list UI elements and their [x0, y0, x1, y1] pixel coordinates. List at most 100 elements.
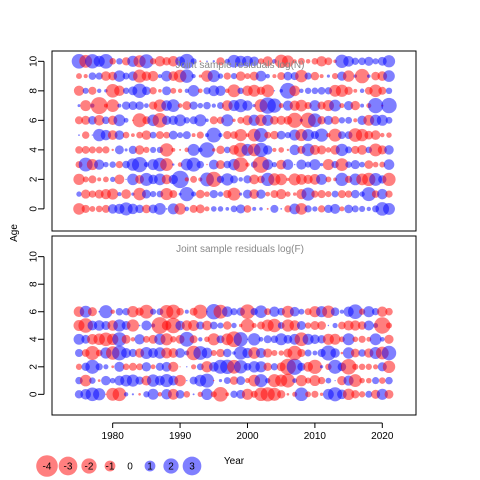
residual-bubble [310, 321, 320, 330]
residual-bubble [252, 206, 257, 211]
residual-bubble [168, 361, 179, 372]
residual-bubble [309, 144, 320, 155]
residual-bubble [248, 84, 261, 97]
residual-bubble [276, 130, 286, 140]
residual-bubble [350, 160, 360, 170]
residual-bubble [196, 131, 204, 139]
residual-bubble [133, 187, 146, 201]
residual-bubble [259, 207, 263, 211]
residual-bubble [240, 318, 255, 333]
residual-bubble [143, 146, 150, 153]
residual-bubble [203, 101, 211, 110]
residual-bubble [311, 57, 319, 65]
residual-bubble [161, 174, 172, 185]
residual-bubble [276, 189, 287, 200]
residual-bubble [289, 144, 300, 156]
residual-bubble [121, 334, 131, 344]
residual-bubble [182, 101, 192, 111]
residual-bubble [136, 363, 144, 371]
residual-bubble [114, 85, 125, 97]
residual-bubble [297, 348, 306, 358]
residual-bubble [301, 187, 315, 201]
residual-bubble [364, 160, 374, 169]
residual-bubble [217, 191, 224, 197]
x-axis: 1980 1990 2000 2010 2020 [102, 422, 394, 442]
residual-bubble [377, 145, 387, 155]
residual-bubble [230, 73, 238, 80]
residual-bubble [379, 377, 386, 384]
residual-bubble [283, 71, 293, 81]
residual-bubble [196, 321, 205, 330]
residual-bubble [335, 158, 349, 171]
residual-bubble [304, 349, 312, 357]
residual-bubble [117, 192, 122, 197]
residual-bubble [277, 390, 286, 399]
residual-bubble [199, 142, 215, 158]
residual-bubble [271, 350, 278, 356]
residual-bubble [85, 345, 100, 361]
residual-bubble [309, 375, 321, 387]
residual-bubble [276, 115, 286, 125]
residual-bubble [263, 348, 273, 358]
residual-bubble [358, 391, 366, 398]
residual-bubble [377, 188, 388, 200]
residual-bubble [187, 143, 200, 156]
residual-bubble [134, 334, 145, 345]
residual-bubble [171, 147, 176, 152]
panel-frame [51, 235, 417, 416]
y-tick-label: 10 [29, 251, 40, 263]
residual-bubble [370, 130, 381, 140]
residual-bubble [135, 204, 144, 214]
residual-bubble [251, 322, 257, 329]
residual-bubble [348, 374, 362, 388]
residual-bubble [358, 349, 366, 357]
residual-bubble [351, 390, 360, 399]
residual-bubble [150, 146, 157, 153]
residual-bubble [75, 363, 83, 370]
residual-bubble [305, 377, 312, 384]
residual-bubble [128, 362, 137, 371]
residual-bubble [106, 99, 120, 112]
residual-bubble [172, 163, 175, 166]
residual-bubble [342, 70, 355, 82]
residual-bubble [242, 55, 253, 67]
residual-bubble [236, 204, 246, 214]
legend-bubble [163, 458, 179, 474]
residual-bubble [309, 100, 321, 112]
y-tick-label: 6 [29, 117, 40, 123]
residual-bubble [165, 208, 168, 210]
residual-bubble [125, 178, 127, 181]
residual-bubble [242, 189, 253, 199]
residual-bubble [213, 386, 228, 402]
residual-bubble [180, 69, 194, 83]
residual-bubble [166, 99, 180, 112]
residual-bubble [249, 56, 259, 67]
residual-bubble [358, 57, 366, 66]
residual-bubble [114, 174, 125, 185]
residual-bubble [113, 114, 126, 127]
residual-bubble [179, 148, 182, 151]
residual-bubble [190, 58, 197, 65]
residual-bubble [128, 348, 137, 358]
residual-bubble [191, 73, 196, 79]
residual-bubble [289, 85, 301, 97]
residual-bubble [131, 393, 134, 396]
residual-bubble [286, 358, 303, 375]
residual-bubble [218, 133, 223, 138]
residual-bubble [207, 69, 220, 83]
residual-bubble [83, 74, 88, 79]
residual-bubble [176, 307, 184, 316]
residual-bubble [243, 175, 252, 184]
residual-bubble [85, 359, 100, 374]
residual-bubble [158, 88, 162, 93]
residual-bubble [377, 306, 388, 317]
residual-bubble [174, 374, 186, 387]
residual-bubble [100, 129, 112, 141]
residual-bubble [197, 102, 204, 109]
residual-bubble [309, 159, 321, 171]
residual-bubble [311, 190, 319, 198]
residual-bubble [364, 56, 374, 66]
residual-bubble [99, 305, 113, 319]
residual-bubble [171, 170, 189, 189]
residual-bubble [166, 304, 181, 319]
